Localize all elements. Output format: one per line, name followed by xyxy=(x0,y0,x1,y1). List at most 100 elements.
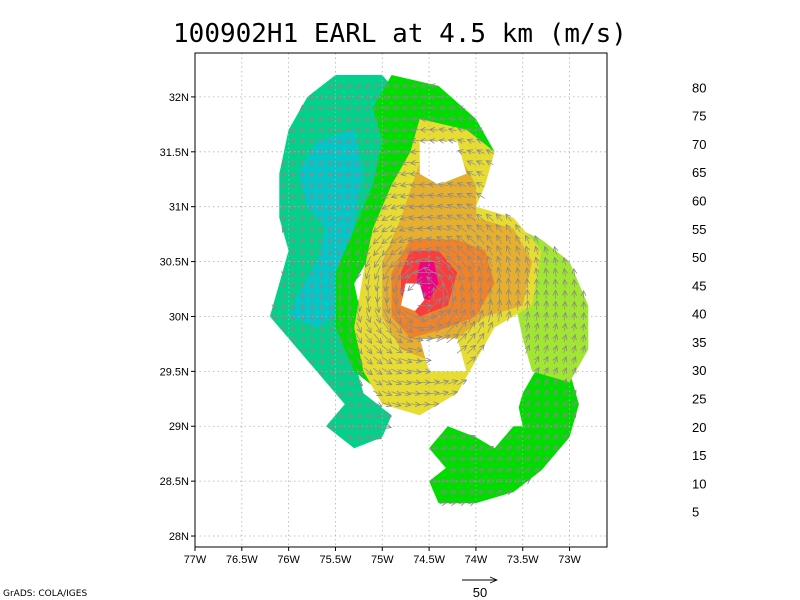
wind-vector xyxy=(356,128,363,131)
wind-vector xyxy=(337,170,344,176)
wind-vector xyxy=(302,279,303,288)
wind-vector xyxy=(338,224,344,233)
wind-vector xyxy=(282,170,286,177)
wind-vector xyxy=(347,224,353,233)
x-axis: 77W 76.5W 76W 75.5W 75W 74.5W 74W 73.5W 73W xyxy=(184,547,581,566)
wind-vector xyxy=(467,193,476,199)
wind-vector xyxy=(545,247,548,255)
wind-vector xyxy=(467,246,476,256)
wind-vector xyxy=(400,392,411,394)
wind-vector xyxy=(533,446,539,451)
wind-vector xyxy=(428,404,439,405)
wind-vector xyxy=(535,379,540,386)
wind-vector xyxy=(459,298,464,314)
wind-vector xyxy=(374,129,382,132)
wind-vector xyxy=(282,192,286,199)
wind-vector xyxy=(487,322,493,333)
wind-vector xyxy=(382,245,392,256)
wind-vector xyxy=(446,322,458,334)
wind-vector xyxy=(477,491,484,493)
wind-vector xyxy=(328,192,334,199)
wind-vector xyxy=(457,215,467,221)
wind-vector xyxy=(458,151,467,153)
wind-vector xyxy=(544,401,549,408)
wind-vector xyxy=(319,117,325,121)
reference-vector-label: 50 xyxy=(473,585,487,600)
wind-vector xyxy=(293,323,295,332)
wind-vector xyxy=(345,412,353,418)
wind-vector xyxy=(428,393,439,394)
wind-vector xyxy=(319,170,325,177)
wind-vector xyxy=(536,323,538,332)
wind-vector xyxy=(381,356,392,364)
wind-vector xyxy=(393,96,400,97)
wind-vector xyxy=(384,265,391,280)
wind-vector xyxy=(467,491,475,493)
wind-vector xyxy=(392,151,401,153)
wind-vector xyxy=(457,436,466,439)
wind-vector xyxy=(477,172,485,176)
wind-vector xyxy=(477,193,485,199)
wind-vector xyxy=(458,256,467,268)
wind-vector xyxy=(347,235,353,244)
wind-vector xyxy=(518,279,519,289)
wind-vector xyxy=(458,183,467,187)
wind-vector xyxy=(424,291,426,298)
wind-vector xyxy=(348,256,352,267)
y-tick-label: 28N xyxy=(169,531,189,543)
wind-vector xyxy=(563,379,567,386)
wind-vector xyxy=(400,381,411,384)
wind-vector xyxy=(355,172,363,177)
wind-vector xyxy=(409,371,421,373)
wind-vector xyxy=(302,334,304,342)
wind-vector xyxy=(398,322,413,333)
wind-vector xyxy=(330,311,332,322)
wind-vector xyxy=(328,106,334,109)
wind-vector xyxy=(382,194,392,198)
wind-vector xyxy=(356,224,363,233)
wind-vector xyxy=(328,139,335,143)
wind-vector xyxy=(319,203,325,210)
wind-vector xyxy=(356,245,362,256)
wind-vector xyxy=(573,335,575,343)
wind-vector xyxy=(383,140,391,142)
wind-vector xyxy=(440,108,447,109)
wind-vector xyxy=(467,225,476,233)
wind-vector xyxy=(544,390,548,397)
wind-vector xyxy=(526,236,530,244)
wind-vector xyxy=(553,401,557,408)
wind-vector xyxy=(478,310,483,323)
wind-vector xyxy=(535,357,539,365)
wind-vector xyxy=(337,344,343,354)
wind-vector xyxy=(467,235,476,245)
wind-vector xyxy=(373,344,381,353)
wind-vector xyxy=(340,278,341,288)
colorbar: 5 10 15 20 25 30 35 40 45 50 55 60 65 70 75 80 xyxy=(692,80,706,519)
wind-vector xyxy=(477,322,484,334)
wind-vector xyxy=(544,368,548,376)
wind-vector xyxy=(439,459,447,460)
colorbar-label: 30 xyxy=(692,363,706,378)
colorbar-label: 20 xyxy=(692,420,706,435)
wind-vector xyxy=(409,393,420,394)
wind-vector xyxy=(402,140,410,141)
wind-vector xyxy=(486,150,494,154)
wind-vector xyxy=(356,96,363,99)
wind-vector xyxy=(392,140,401,142)
wind-vector xyxy=(554,368,557,375)
wind-vector xyxy=(468,256,475,268)
wind-vector xyxy=(356,85,363,87)
wind-vector xyxy=(425,259,443,265)
wind-vector xyxy=(365,245,372,256)
wind-vector xyxy=(345,378,353,386)
chart-title: 100902H1 EARL at 4.5 km (m/s) xyxy=(173,19,627,49)
wind-vector xyxy=(402,108,410,109)
wind-vector xyxy=(310,224,314,233)
wind-vector xyxy=(527,301,528,311)
wind-vector xyxy=(390,333,403,343)
wind-vector xyxy=(535,247,538,255)
wind-vector xyxy=(448,492,456,493)
wind-vector xyxy=(544,457,549,461)
wind-vector xyxy=(282,181,286,188)
wind-vector xyxy=(467,172,476,176)
